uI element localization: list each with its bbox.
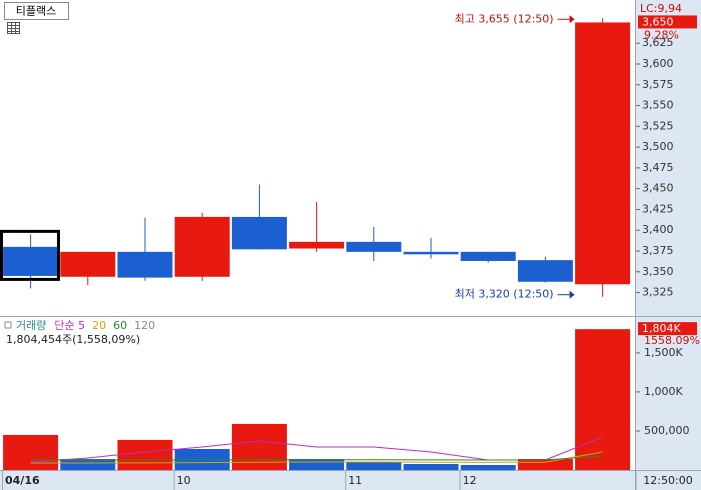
change-label: 9.28% xyxy=(644,28,679,41)
y-tick-label: 1,000K xyxy=(644,385,683,398)
last-price-label: 3,650 xyxy=(642,15,674,28)
x-tick-label: 11 xyxy=(348,474,362,487)
y-tick-label: 3,325 xyxy=(642,286,674,299)
last-volume-label: 1,804K xyxy=(642,322,681,335)
volume-bar xyxy=(460,465,516,470)
candle-body xyxy=(346,241,402,252)
volume-change-label: 1558.09% xyxy=(644,334,700,347)
price-axis-area xyxy=(636,0,701,470)
volume-bar xyxy=(346,461,402,470)
legend-entry: 20 xyxy=(92,319,106,332)
volume-bar xyxy=(3,434,59,470)
volume-bar xyxy=(575,329,631,470)
volume-bar xyxy=(231,423,287,470)
volume-bar xyxy=(117,439,173,470)
y-tick-label: 3,375 xyxy=(642,244,674,257)
stock-name-box[interactable] xyxy=(4,2,69,20)
y-tick-label: 500,000 xyxy=(644,424,690,437)
candle-body xyxy=(174,216,230,277)
y-tick-label: 3,450 xyxy=(642,182,674,195)
y-tick-label: 3,550 xyxy=(642,99,674,112)
volume-info: 1,804,454주(1,558,09%) xyxy=(6,333,140,346)
current-time: 12:50:00 xyxy=(643,474,692,487)
y-tick-label: 1,500K xyxy=(644,346,683,359)
volume-bar xyxy=(403,463,459,470)
low-annotation: 최저 3,320 (12:50) xyxy=(455,288,554,301)
candle-body xyxy=(231,216,287,250)
legend-entry: 단순 5 xyxy=(54,319,85,332)
legend-entry: 60 xyxy=(113,319,127,332)
x-tick-label: 10 xyxy=(177,474,191,487)
volume-bar xyxy=(289,458,345,470)
legend-icon[interactable] xyxy=(4,321,12,329)
x-tick-label: 04/16 xyxy=(5,474,40,487)
grid-icon[interactable] xyxy=(7,22,20,34)
moving-average-line xyxy=(30,451,603,464)
y-tick-label: 3,500 xyxy=(642,140,674,153)
time-axis-area xyxy=(0,471,701,490)
candle-body xyxy=(575,22,631,285)
volume-bar xyxy=(517,458,573,470)
candle-body xyxy=(403,251,459,255)
candle-body xyxy=(289,241,345,249)
y-tick-label: 3,575 xyxy=(642,78,674,91)
low-arrow-head xyxy=(569,290,575,299)
y-tick-label: 3,475 xyxy=(642,161,674,174)
x-tick-label: 12 xyxy=(463,474,477,487)
candle-body xyxy=(460,251,516,261)
candle-body xyxy=(3,246,59,276)
high-annotation: 최고 3,655 (12:50) xyxy=(455,12,554,25)
lc-label: LC:9,94 xyxy=(640,2,682,15)
moving-average-line xyxy=(30,455,603,461)
volume-bar xyxy=(60,458,116,470)
candle-body xyxy=(517,260,573,282)
selection-box xyxy=(0,229,60,281)
last-price-box xyxy=(638,15,697,29)
stock-name: 티플랙스 xyxy=(16,5,56,18)
last-volume-box xyxy=(638,322,697,336)
y-tick-label: 3,625 xyxy=(642,36,674,49)
candle-body xyxy=(60,251,116,277)
y-tick-label: 3,525 xyxy=(642,119,674,132)
legend-entry: 120 xyxy=(134,319,155,332)
y-tick-label: 3,600 xyxy=(642,57,674,70)
y-tick-label: 3,425 xyxy=(642,202,674,215)
y-tick-label: 3,400 xyxy=(642,223,674,236)
legend-title: 거래량 xyxy=(16,319,46,332)
high-arrow-head xyxy=(569,15,575,24)
y-tick-label: 3,350 xyxy=(642,265,674,278)
candle-body xyxy=(117,251,173,278)
